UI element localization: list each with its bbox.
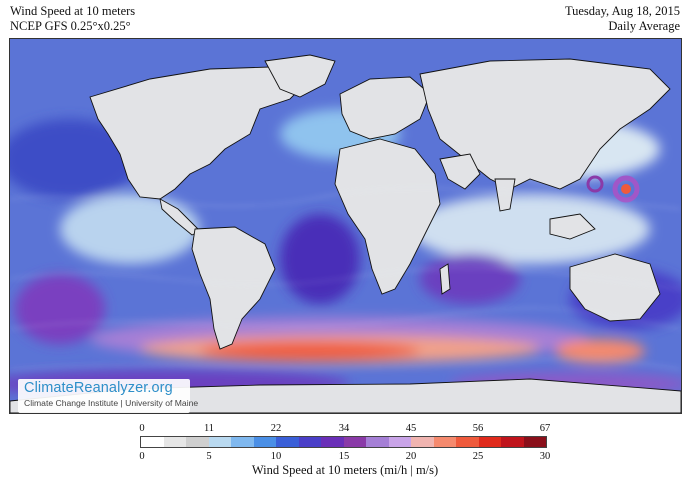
brand-name: ClimateReanalyzer.org: [24, 380, 173, 396]
ms-tick: 25: [472, 451, 484, 462]
period-label: Daily Average: [608, 19, 680, 33]
brand-affiliation: Climate Change Institute | University of…: [24, 398, 199, 408]
mph-tick: 56: [472, 423, 484, 434]
color-swatch: [276, 437, 299, 447]
color-swatch: [388, 437, 411, 447]
header-right: Tuesday, Aug 18, 2015 Daily Average: [565, 4, 680, 34]
ms-tick: 10: [270, 451, 282, 462]
color-swatch: [433, 437, 456, 447]
color-swatch: [478, 437, 501, 447]
color-swatch: [321, 437, 344, 447]
color-swatch: [343, 437, 366, 447]
header-left: Wind Speed at 10 meters NCEP GFS 0.25°x0…: [10, 4, 135, 34]
ms-tick: 30: [539, 451, 551, 462]
color-swatch: [208, 437, 231, 447]
color-swatch: [163, 437, 186, 447]
brand-logo[interactable]: ClimateReanalyzer.org Climate Change Ins…: [18, 379, 198, 413]
color-scale-bar: [140, 436, 547, 448]
mph-tick: 22: [270, 423, 282, 434]
date-label: Tuesday, Aug 18, 2015: [564, 4, 680, 18]
mph-tick: 45: [405, 423, 417, 434]
color-swatch: [523, 437, 546, 447]
color-swatch: [456, 437, 479, 447]
wind-map-graphic: [10, 39, 681, 413]
color-swatch: [141, 437, 164, 447]
color-swatch: [231, 437, 254, 447]
streamlines: [10, 187, 681, 370]
continents: [10, 54, 681, 413]
color-swatch: [411, 437, 434, 447]
storm-systems: [586, 175, 640, 203]
mph-tick: 34: [338, 423, 350, 434]
ms-tick: 15: [338, 451, 350, 462]
mph-tick: 67: [539, 423, 551, 434]
color-swatch: [501, 437, 524, 447]
map-title: Wind Speed at 10 meters: [10, 4, 136, 18]
color-swatch: [186, 437, 209, 447]
color-swatch: [298, 437, 321, 447]
legend-label: Wind Speed at 10 meters (mi/h | m/s): [251, 463, 439, 477]
model-label: NCEP GFS 0.25°x0.25°: [10, 19, 131, 33]
ms-tick: 0: [139, 451, 145, 462]
color-swatch: [253, 437, 276, 447]
color-swatch: [366, 437, 389, 447]
mph-tick: 0: [139, 423, 145, 434]
mph-tick: 11: [203, 423, 215, 434]
wind-speed-map[interactable]: ClimateReanalyzer.org Climate Change Ins…: [9, 38, 682, 414]
ms-tick: 20: [405, 451, 417, 462]
ms-tick: 5: [206, 451, 212, 462]
